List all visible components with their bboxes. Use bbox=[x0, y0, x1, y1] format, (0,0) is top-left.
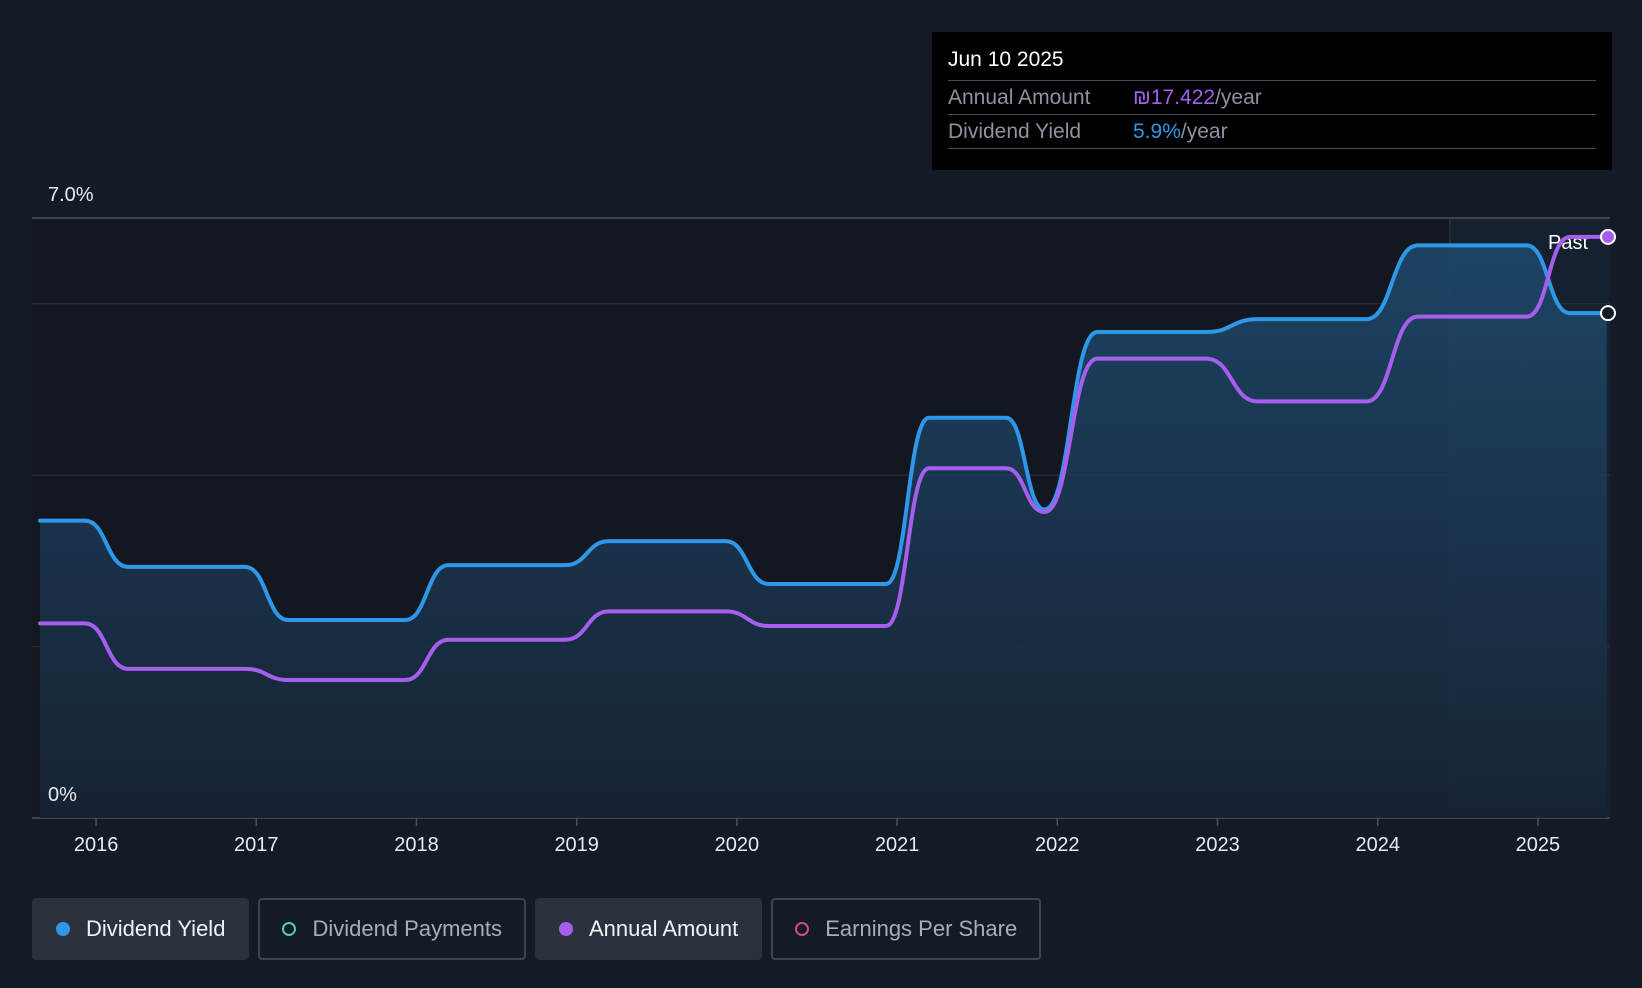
dividend-yield-line bbox=[38, 243, 1609, 623]
series-lines bbox=[38, 234, 1609, 682]
legend: Dividend Yield Dividend Payments Annual … bbox=[32, 898, 1042, 960]
series-areas bbox=[40, 245, 1607, 818]
x-tick-label: 2020 bbox=[715, 834, 760, 856]
dividend-yield-area bbox=[40, 245, 1607, 818]
annual-amount-line bbox=[38, 234, 1609, 682]
tooltip-unit: /year bbox=[1180, 120, 1228, 143]
legend-label: Dividend Yield bbox=[86, 916, 226, 941]
annual-amount-endpoint bbox=[1600, 228, 1616, 245]
tooltip: Jun 10 2025 Annual Amount ₪17.422 /year … bbox=[932, 32, 1612, 170]
legend-ring-icon bbox=[282, 922, 297, 936]
tooltip-row-dividend-yield: Dividend Yield 5.9% /year bbox=[948, 115, 1596, 149]
tooltip-unit: /year bbox=[1215, 86, 1262, 109]
x-tick-label: 2022 bbox=[1035, 834, 1080, 856]
y-tick-label: 0% bbox=[48, 784, 77, 806]
x-tick-label: 2025 bbox=[1516, 834, 1561, 856]
legend-dividend-payments[interactable]: Dividend Payments bbox=[258, 898, 526, 960]
legend-label: Dividend Payments bbox=[312, 916, 502, 941]
tooltip-label: Dividend Yield bbox=[948, 120, 1082, 143]
x-axis: 2016 2017 2018 2019 2020 2021 2022 2023 2024 2025 bbox=[74, 818, 1560, 856]
series-endpoints bbox=[1600, 228, 1616, 322]
tooltip-label: Annual Amount bbox=[948, 86, 1091, 109]
legend-dot-icon bbox=[56, 922, 70, 936]
tooltip-value: ₪17.422 bbox=[1133, 86, 1216, 109]
legend-annual-amount[interactable]: Annual Amount bbox=[534, 898, 763, 960]
dividend-yield-endpoint bbox=[1600, 305, 1616, 322]
y-tick-label: 7.0% bbox=[48, 184, 94, 206]
tooltip-date: Jun 10 2025 bbox=[948, 48, 1596, 81]
legend-dividend-yield[interactable]: Dividend Yield bbox=[32, 898, 250, 960]
x-tick-label: 2016 bbox=[74, 834, 119, 856]
x-tick-label: 2019 bbox=[554, 834, 599, 856]
legend-label: Annual Amount bbox=[588, 916, 739, 941]
tooltip-row-annual-amount: Annual Amount ₪17.422 /year bbox=[948, 81, 1596, 115]
tooltip-value: 5.9% bbox=[1133, 120, 1181, 143]
x-tick-label: 2023 bbox=[1195, 834, 1240, 856]
x-tick-label: 2021 bbox=[875, 834, 920, 856]
x-tick-label: 2018 bbox=[394, 834, 439, 856]
legend-ring-icon bbox=[795, 922, 810, 936]
legend-dot-icon bbox=[558, 922, 573, 936]
y-axis: 7.0% 0% bbox=[48, 184, 94, 806]
x-tick-label: 2017 bbox=[234, 834, 279, 856]
legend-label: Earnings Per Share bbox=[825, 916, 1018, 941]
legend-earnings-per-share[interactable]: Earnings Per Share bbox=[771, 898, 1042, 960]
x-tick-label: 2024 bbox=[1355, 834, 1400, 856]
